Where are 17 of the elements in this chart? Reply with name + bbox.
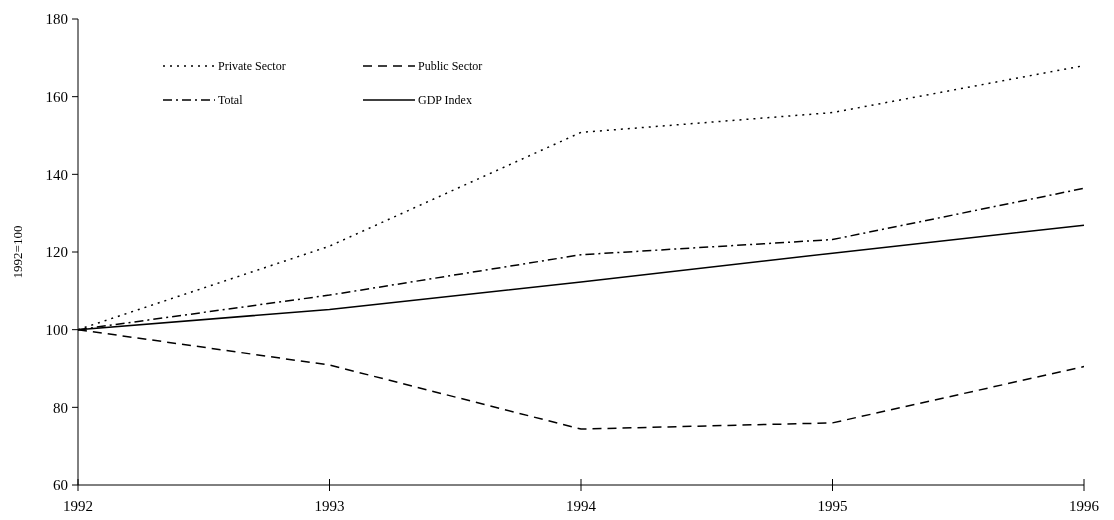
- x-tick-label: 1993: [314, 498, 345, 514]
- y-tick-label: 160: [45, 88, 68, 105]
- y-tick-label: 120: [45, 244, 68, 261]
- y-tick-label: 100: [45, 321, 68, 338]
- y-tick-label: 180: [45, 11, 68, 28]
- x-tick-label: 1994: [566, 498, 597, 514]
- y-tick-label: 80: [53, 399, 68, 416]
- x-tick-label: 1992: [63, 498, 93, 514]
- y-axis-title: 1992=100: [10, 225, 25, 279]
- legend-label: Private Sector: [218, 59, 286, 74]
- x-tick-label: 1996: [1069, 498, 1100, 514]
- legend-label: Total: [218, 93, 244, 108]
- x-tick-label: 1995: [817, 498, 848, 514]
- legend-label: Public Sector: [418, 59, 483, 74]
- y-tick-label: 140: [45, 166, 68, 183]
- legend-label: GDP Index: [418, 93, 472, 108]
- y-tick-label: 60: [53, 477, 68, 494]
